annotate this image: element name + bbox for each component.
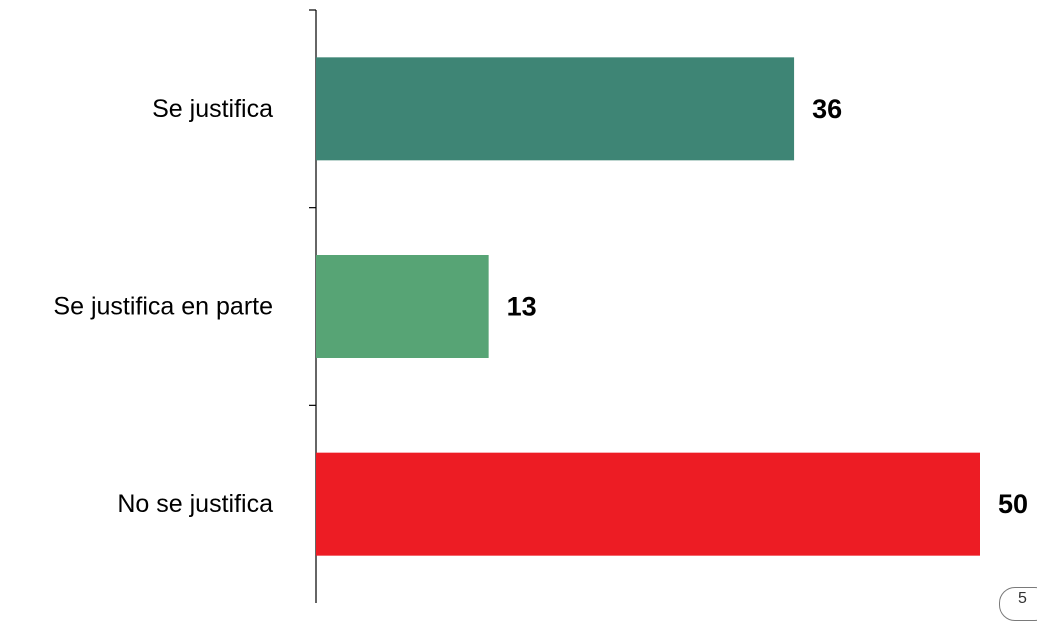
data-label: 36 xyxy=(812,94,842,124)
page-number-badge: 5 xyxy=(999,587,1037,621)
category-label: No se justifica xyxy=(117,490,273,518)
bar-chart: Se justifica Se justifica en parte No se j… xyxy=(53,9,1028,603)
category-label: Se justifica en parte xyxy=(53,293,273,321)
bar xyxy=(316,255,489,358)
bars-group xyxy=(316,57,980,556)
category-label: Se justifica xyxy=(152,95,273,123)
data-label: 50 xyxy=(998,489,1028,519)
category-axis-ticks xyxy=(309,9,316,406)
bar xyxy=(316,57,795,161)
value-labels: 36 13 50 xyxy=(507,94,1028,519)
data-label: 13 xyxy=(507,292,537,322)
bar xyxy=(316,452,980,556)
category-labels: Se justifica Se justifica en parte No se j… xyxy=(53,95,273,518)
